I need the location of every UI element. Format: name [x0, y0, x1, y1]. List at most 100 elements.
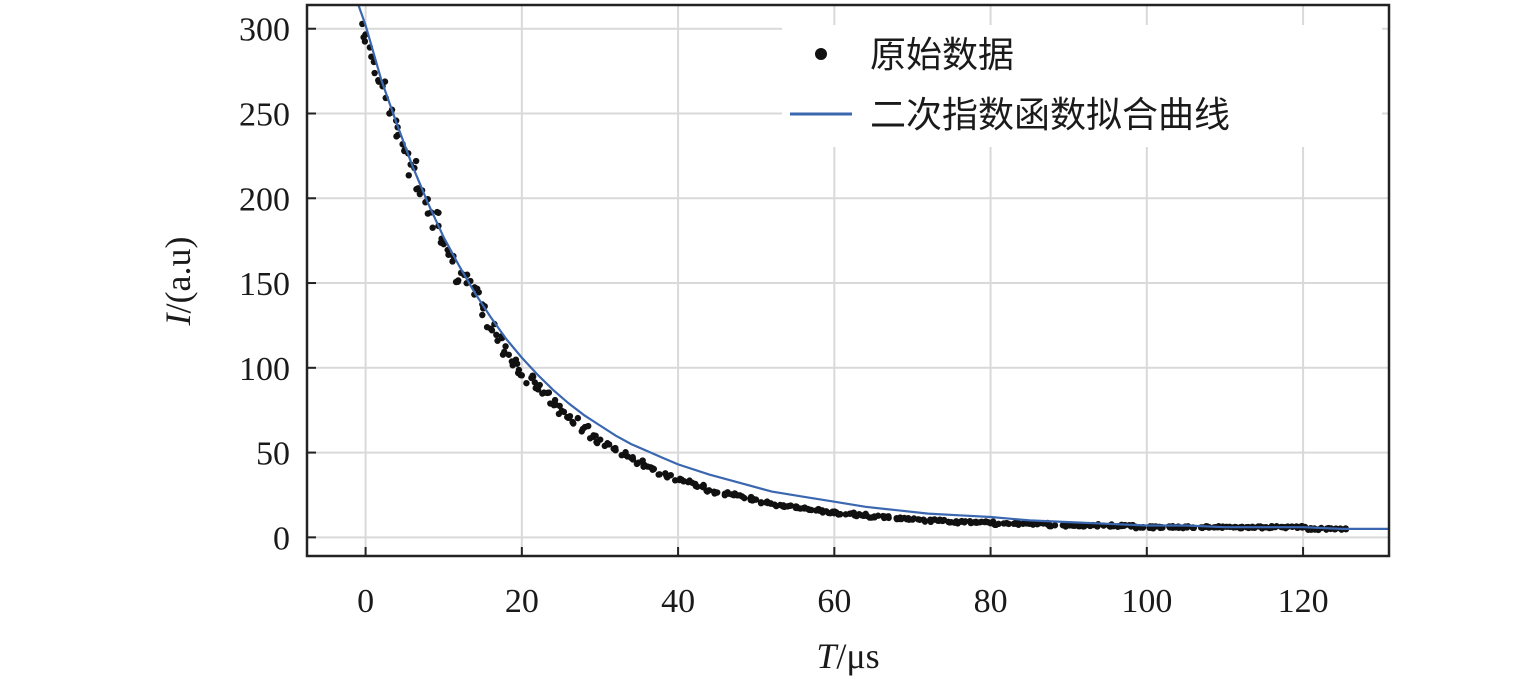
data-point [368, 53, 375, 60]
data-point [898, 515, 905, 523]
data-point [703, 487, 710, 494]
data-point [579, 425, 587, 433]
data-point [1030, 520, 1037, 527]
data-point [566, 412, 574, 420]
data-point [640, 463, 647, 470]
data-point [539, 390, 546, 397]
data-point [543, 389, 551, 397]
data-point [479, 311, 486, 319]
data-point [393, 133, 400, 140]
data-point [629, 454, 636, 461]
data-point [1005, 520, 1012, 528]
data-point [618, 452, 625, 459]
fit-curve-layer [357, 5, 1389, 530]
data-point [680, 477, 688, 485]
data-point [454, 278, 462, 285]
x-axis-variable: T [816, 636, 839, 676]
x-tick-label: 120 [1278, 583, 1329, 620]
data-point [781, 503, 788, 511]
data-point [893, 515, 901, 523]
data-point [650, 465, 658, 473]
data-point [700, 482, 707, 489]
data-point [806, 506, 814, 514]
y-tick-label: 250 [239, 97, 290, 134]
data-point [416, 190, 424, 198]
data-point [916, 516, 923, 523]
data-point [757, 500, 765, 507]
data-point [494, 337, 501, 344]
tick-labels: 0 20 40 60 80 100 120 0 50 100 150 200 250 300 [239, 12, 1329, 620]
data-point [371, 69, 378, 77]
data-point [984, 519, 992, 526]
x-tick-label: 60 [817, 583, 851, 620]
y-tick-label: 100 [239, 351, 290, 388]
data-point [905, 515, 913, 523]
data-point [835, 511, 842, 518]
data-point [734, 492, 741, 499]
y-tick-label: 150 [239, 266, 290, 303]
x-axis-label: T/μs [816, 636, 879, 676]
data-point [936, 516, 944, 523]
data-point [412, 157, 420, 165]
y-axis-unit: /(a.u) [158, 237, 198, 314]
y-axis-label: I/(a.u) [158, 237, 198, 327]
data-point [413, 185, 420, 193]
data-point [953, 518, 960, 525]
data-point [976, 519, 984, 526]
data-point [493, 331, 500, 339]
data-point [570, 420, 577, 427]
data-point [574, 414, 582, 422]
data-point [513, 360, 521, 367]
data-point [1047, 523, 1055, 530]
axis-ticks [307, 27, 1305, 556]
data-point [487, 325, 495, 332]
y-tick-label: 50 [256, 436, 290, 473]
legend: 原始数据 二次指数函数拟合曲线 [782, 25, 1382, 147]
legend-label-raw-data: 原始数据 [870, 35, 1014, 76]
x-tick-label: 20 [505, 583, 539, 620]
data-point [635, 459, 642, 466]
x-axis-unit: /μs [836, 636, 879, 676]
y-axis-variable: I [158, 311, 198, 326]
data-point [445, 251, 452, 258]
data-point [502, 343, 509, 350]
x-tick-label: 0 [357, 583, 374, 620]
data-point [528, 374, 535, 382]
data-point [547, 400, 554, 407]
data-point [721, 491, 729, 499]
y-tick-label: 0 [273, 520, 290, 557]
data-point [475, 289, 482, 296]
data-point [558, 407, 565, 414]
legend-background [782, 25, 1382, 147]
data-point [612, 446, 619, 454]
legend-marker-raw-data [815, 48, 827, 60]
data-point [405, 172, 412, 179]
x-tick-label: 80 [974, 583, 1008, 620]
data-point [501, 348, 508, 356]
plot-frame [305, 3, 1391, 558]
data-point [671, 477, 679, 484]
data-point [655, 471, 662, 478]
data-point [787, 502, 795, 509]
data-point [361, 38, 369, 45]
data-point [534, 386, 542, 393]
data-point [531, 379, 539, 386]
data-point [868, 514, 875, 521]
data-point [692, 480, 699, 488]
x-tick-label: 100 [1121, 583, 1172, 620]
data-point [741, 494, 748, 502]
fit-curve [357, 5, 1389, 530]
legend-label-fit: 二次指数函数拟合曲线 [870, 95, 1230, 136]
data-point [586, 435, 594, 442]
x-tick-label: 40 [661, 583, 695, 620]
data-point [970, 519, 978, 526]
data-point [714, 489, 721, 496]
data-point [624, 453, 631, 460]
data-point [605, 441, 613, 448]
data-point [435, 209, 442, 216]
data-point [518, 372, 525, 379]
data-point [667, 471, 674, 479]
data-point [921, 518, 929, 525]
data-point [1071, 522, 1078, 529]
